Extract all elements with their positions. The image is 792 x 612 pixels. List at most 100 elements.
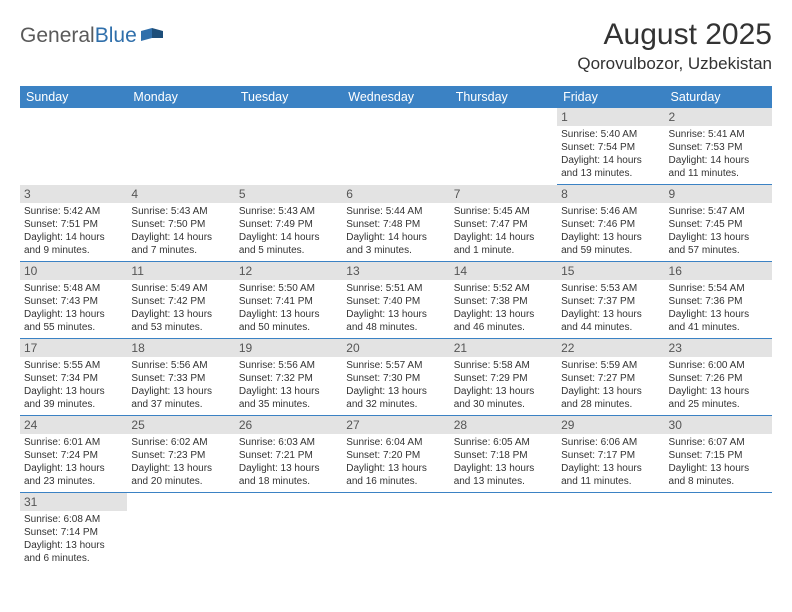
- calendar-cell: [342, 493, 449, 570]
- calendar-cell: [127, 493, 234, 570]
- day-number: 19: [235, 339, 342, 357]
- calendar-cell: 17Sunrise: 5:55 AM Sunset: 7:34 PM Dayli…: [20, 339, 127, 416]
- day-number: 31: [20, 493, 127, 511]
- calendar-cell: 21Sunrise: 5:58 AM Sunset: 7:29 PM Dayli…: [450, 339, 557, 416]
- page-header: GeneralBlue August 2025 Qorovulbozor, Uz…: [20, 18, 772, 74]
- day-details: Sunrise: 6:04 AM Sunset: 7:20 PM Dayligh…: [342, 434, 449, 492]
- day-number: 11: [127, 262, 234, 280]
- weekday-header: Wednesday: [342, 86, 449, 108]
- brand-logo: GeneralBlue: [20, 18, 163, 48]
- day-number: 8: [557, 185, 664, 203]
- calendar-cell: 26Sunrise: 6:03 AM Sunset: 7:21 PM Dayli…: [235, 416, 342, 493]
- day-details: Sunrise: 5:49 AM Sunset: 7:42 PM Dayligh…: [127, 280, 234, 338]
- day-details: Sunrise: 5:46 AM Sunset: 7:46 PM Dayligh…: [557, 203, 664, 261]
- calendar-cell: 6Sunrise: 5:44 AM Sunset: 7:48 PM Daylig…: [342, 185, 449, 262]
- calendar-table: SundayMondayTuesdayWednesdayThursdayFrid…: [20, 86, 772, 569]
- calendar-cell: 28Sunrise: 6:05 AM Sunset: 7:18 PM Dayli…: [450, 416, 557, 493]
- day-details: Sunrise: 5:42 AM Sunset: 7:51 PM Dayligh…: [20, 203, 127, 261]
- calendar-cell: 5Sunrise: 5:43 AM Sunset: 7:49 PM Daylig…: [235, 185, 342, 262]
- calendar-cell: [20, 108, 127, 185]
- weekday-header: Thursday: [450, 86, 557, 108]
- calendar-cell: [342, 108, 449, 185]
- weekday-header: Tuesday: [235, 86, 342, 108]
- day-details: Sunrise: 6:08 AM Sunset: 7:14 PM Dayligh…: [20, 511, 127, 569]
- calendar-cell: 23Sunrise: 6:00 AM Sunset: 7:26 PM Dayli…: [665, 339, 772, 416]
- day-details: Sunrise: 5:53 AM Sunset: 7:37 PM Dayligh…: [557, 280, 664, 338]
- calendar-cell: 3Sunrise: 5:42 AM Sunset: 7:51 PM Daylig…: [20, 185, 127, 262]
- calendar-cell: 24Sunrise: 6:01 AM Sunset: 7:24 PM Dayli…: [20, 416, 127, 493]
- flag-icon: [141, 28, 163, 44]
- calendar-week-row: 1Sunrise: 5:40 AM Sunset: 7:54 PM Daylig…: [20, 108, 772, 185]
- day-number: 2: [665, 108, 772, 126]
- calendar-cell: 9Sunrise: 5:47 AM Sunset: 7:45 PM Daylig…: [665, 185, 772, 262]
- day-number: 17: [20, 339, 127, 357]
- day-number: 7: [450, 185, 557, 203]
- day-details: Sunrise: 5:44 AM Sunset: 7:48 PM Dayligh…: [342, 203, 449, 261]
- day-details: Sunrise: 5:41 AM Sunset: 7:53 PM Dayligh…: [665, 126, 772, 184]
- day-number: 21: [450, 339, 557, 357]
- calendar-cell: [235, 493, 342, 570]
- day-number: 15: [557, 262, 664, 280]
- day-details: Sunrise: 6:06 AM Sunset: 7:17 PM Dayligh…: [557, 434, 664, 492]
- calendar-cell: 10Sunrise: 5:48 AM Sunset: 7:43 PM Dayli…: [20, 262, 127, 339]
- day-details: Sunrise: 5:48 AM Sunset: 7:43 PM Dayligh…: [20, 280, 127, 338]
- calendar-week-row: 24Sunrise: 6:01 AM Sunset: 7:24 PM Dayli…: [20, 416, 772, 493]
- day-details: Sunrise: 5:56 AM Sunset: 7:33 PM Dayligh…: [127, 357, 234, 415]
- day-number: 18: [127, 339, 234, 357]
- calendar-cell: 7Sunrise: 5:45 AM Sunset: 7:47 PM Daylig…: [450, 185, 557, 262]
- day-number: 12: [235, 262, 342, 280]
- calendar-cell: 16Sunrise: 5:54 AM Sunset: 7:36 PM Dayli…: [665, 262, 772, 339]
- calendar-cell: 19Sunrise: 5:56 AM Sunset: 7:32 PM Dayli…: [235, 339, 342, 416]
- calendar-cell: 25Sunrise: 6:02 AM Sunset: 7:23 PM Dayli…: [127, 416, 234, 493]
- calendar-cell: 15Sunrise: 5:53 AM Sunset: 7:37 PM Dayli…: [557, 262, 664, 339]
- calendar-cell: 30Sunrise: 6:07 AM Sunset: 7:15 PM Dayli…: [665, 416, 772, 493]
- calendar-cell: 8Sunrise: 5:46 AM Sunset: 7:46 PM Daylig…: [557, 185, 664, 262]
- calendar-cell: [127, 108, 234, 185]
- calendar-cell: 13Sunrise: 5:51 AM Sunset: 7:40 PM Dayli…: [342, 262, 449, 339]
- calendar-week-row: 10Sunrise: 5:48 AM Sunset: 7:43 PM Dayli…: [20, 262, 772, 339]
- day-details: Sunrise: 5:47 AM Sunset: 7:45 PM Dayligh…: [665, 203, 772, 261]
- day-details: Sunrise: 5:58 AM Sunset: 7:29 PM Dayligh…: [450, 357, 557, 415]
- calendar-cell: 2Sunrise: 5:41 AM Sunset: 7:53 PM Daylig…: [665, 108, 772, 185]
- calendar-cell: [665, 493, 772, 570]
- day-details: Sunrise: 5:59 AM Sunset: 7:27 PM Dayligh…: [557, 357, 664, 415]
- weekday-header: Friday: [557, 86, 664, 108]
- calendar-cell: [450, 493, 557, 570]
- day-details: Sunrise: 5:43 AM Sunset: 7:50 PM Dayligh…: [127, 203, 234, 261]
- calendar-cell: 4Sunrise: 5:43 AM Sunset: 7:50 PM Daylig…: [127, 185, 234, 262]
- calendar-header-row: SundayMondayTuesdayWednesdayThursdayFrid…: [20, 86, 772, 108]
- day-details: Sunrise: 5:43 AM Sunset: 7:49 PM Dayligh…: [235, 203, 342, 261]
- day-number: 4: [127, 185, 234, 203]
- day-number: 28: [450, 416, 557, 434]
- day-details: Sunrise: 5:50 AM Sunset: 7:41 PM Dayligh…: [235, 280, 342, 338]
- day-details: Sunrise: 5:55 AM Sunset: 7:34 PM Dayligh…: [20, 357, 127, 415]
- day-number: 22: [557, 339, 664, 357]
- day-number: 26: [235, 416, 342, 434]
- brand-part1: General: [20, 24, 95, 48]
- title-block: August 2025 Qorovulbozor, Uzbekistan: [577, 18, 772, 74]
- location-label: Qorovulbozor, Uzbekistan: [577, 54, 772, 74]
- calendar-cell: 22Sunrise: 5:59 AM Sunset: 7:27 PM Dayli…: [557, 339, 664, 416]
- day-number: 14: [450, 262, 557, 280]
- day-details: Sunrise: 6:07 AM Sunset: 7:15 PM Dayligh…: [665, 434, 772, 492]
- day-details: Sunrise: 5:45 AM Sunset: 7:47 PM Dayligh…: [450, 203, 557, 261]
- weekday-header: Monday: [127, 86, 234, 108]
- calendar-cell: 14Sunrise: 5:52 AM Sunset: 7:38 PM Dayli…: [450, 262, 557, 339]
- day-details: Sunrise: 5:52 AM Sunset: 7:38 PM Dayligh…: [450, 280, 557, 338]
- day-details: Sunrise: 5:40 AM Sunset: 7:54 PM Dayligh…: [557, 126, 664, 184]
- calendar-cell: [450, 108, 557, 185]
- day-number: 3: [20, 185, 127, 203]
- day-number: 6: [342, 185, 449, 203]
- day-number: 23: [665, 339, 772, 357]
- calendar-week-row: 17Sunrise: 5:55 AM Sunset: 7:34 PM Dayli…: [20, 339, 772, 416]
- calendar-week-row: 31Sunrise: 6:08 AM Sunset: 7:14 PM Dayli…: [20, 493, 772, 570]
- day-number: 1: [557, 108, 664, 126]
- calendar-cell: [235, 108, 342, 185]
- calendar-cell: [557, 493, 664, 570]
- calendar-cell: 12Sunrise: 5:50 AM Sunset: 7:41 PM Dayli…: [235, 262, 342, 339]
- calendar-cell: 1Sunrise: 5:40 AM Sunset: 7:54 PM Daylig…: [557, 108, 664, 185]
- day-details: Sunrise: 5:57 AM Sunset: 7:30 PM Dayligh…: [342, 357, 449, 415]
- day-details: Sunrise: 6:05 AM Sunset: 7:18 PM Dayligh…: [450, 434, 557, 492]
- day-number: 10: [20, 262, 127, 280]
- day-number: 5: [235, 185, 342, 203]
